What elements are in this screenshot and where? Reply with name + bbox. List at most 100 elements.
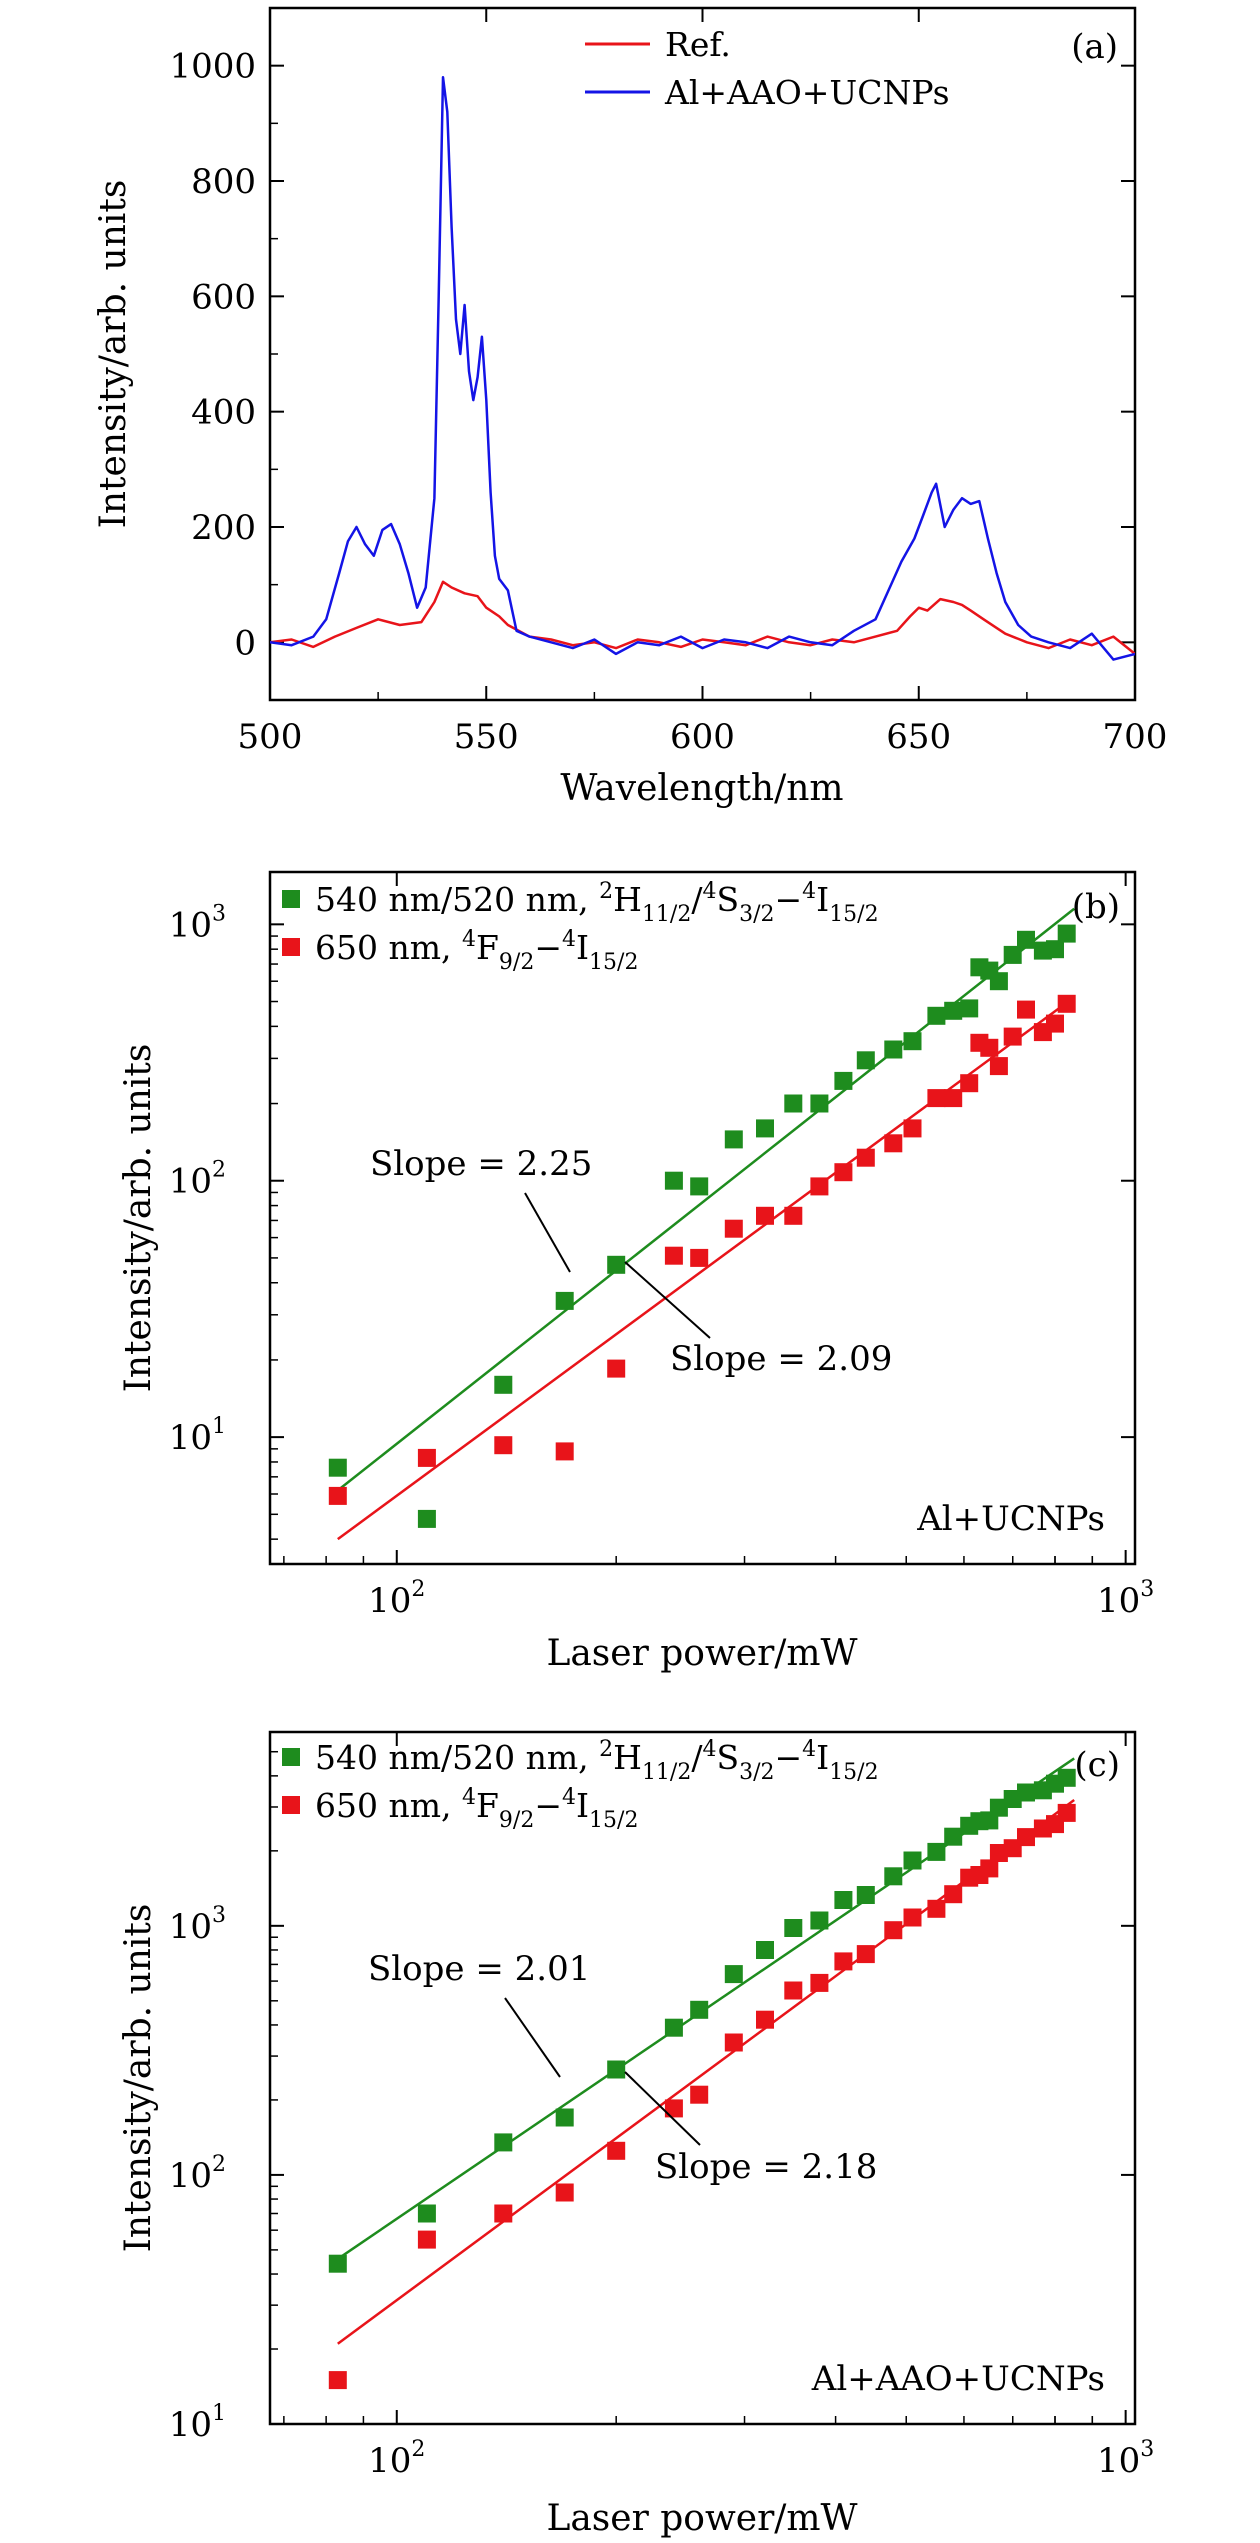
data-point-green — [903, 1851, 922, 1870]
data-point-red — [989, 1844, 1008, 1862]
data-point-green — [724, 1965, 743, 1984]
data-point-red — [1017, 1828, 1035, 1847]
x-tick-label: 103 — [1097, 1577, 1154, 1621]
legend-label-al-aao: Al+AAO+UCNPs — [664, 73, 950, 112]
plot-marks — [328, 1757, 1076, 2390]
x-axis-label: Laser power/mW — [546, 2498, 857, 2539]
data-point-green — [944, 1827, 963, 1846]
data-point-green — [555, 2108, 574, 2127]
x-tick-label: 102 — [368, 2437, 425, 2481]
panel-c: 102 103 101 102 103 Laser power/mW Intensity… — [118, 1730, 1154, 2539]
data-point-green — [856, 1051, 875, 1070]
data-point-green — [1057, 924, 1076, 943]
slope-annotations: Slope = 2.01 Slope = 2.18 — [368, 1949, 877, 2187]
fit-line-green — [337, 907, 1075, 1492]
y-tick-label: 800 — [191, 162, 256, 202]
plot-marks — [328, 907, 1076, 1541]
data-point-red — [664, 2099, 683, 2118]
legend-marker-red — [282, 938, 300, 956]
x-tick-label: 500 — [238, 717, 303, 757]
data-point-green — [607, 1255, 626, 1274]
data-point-red — [903, 1908, 922, 1927]
data-point-green — [810, 1094, 829, 1113]
x-tick-label: 550 — [454, 717, 519, 757]
sample-label: Al+UCNPs — [916, 1499, 1105, 1539]
y-tick-label: 600 — [191, 277, 256, 317]
data-point-red — [927, 1899, 946, 1918]
y-tick-label: 103 — [169, 1903, 226, 1947]
panel-b: 102 103 101 102 103 Laser power/mW Intensity… — [118, 870, 1154, 1674]
data-point-green — [884, 1040, 903, 1059]
data-point-green — [884, 1867, 903, 1886]
data-point-green — [756, 1941, 774, 1959]
slope-label-green: Slope = 2.25 — [370, 1144, 592, 1184]
slope-pointer-red — [624, 1261, 711, 1339]
data-point-red — [784, 1981, 803, 2000]
data-point-red — [607, 2141, 626, 2160]
y-tick-label: 102 — [169, 1158, 226, 1202]
x-tick-label: 600 — [670, 717, 735, 757]
data-point-red — [856, 1148, 875, 1167]
data-point-green — [944, 1001, 963, 1020]
x-axis-label: Laser power/mW — [546, 1633, 857, 1674]
axis-ticks: 500 550 600 650 700 0 200 400 600 800 1000 — [169, 7, 1168, 757]
data-point-green — [664, 1171, 683, 1190]
y-tick-label: 1000 — [169, 47, 256, 87]
x-tick-label: 650 — [886, 717, 951, 757]
data-point-red — [960, 1074, 979, 1093]
data-point-red — [884, 1921, 903, 1940]
data-point-red — [1046, 1014, 1064, 1033]
data-point-green — [494, 1375, 513, 1394]
data-point-red — [417, 2230, 436, 2249]
y-tick-label: 101 — [169, 2401, 226, 2445]
data-point-green — [1017, 930, 1035, 949]
panel-a: 500 550 600 650 700 0 200 400 600 800 1000 Wavelen… — [93, 6, 1168, 809]
legend-marker-green — [282, 890, 300, 908]
legend-label-ref: Ref. — [665, 25, 731, 64]
x-tick-label: 103 — [1097, 2437, 1154, 2481]
slope-label-red: Slope = 2.18 — [655, 2147, 877, 2187]
x-tick-label: 700 — [1103, 717, 1168, 757]
y-tick-label: 400 — [191, 393, 256, 433]
legend: 540 nm/520 nm, 2H11/2/4S3/2−4I15/2 650 n… — [282, 879, 879, 975]
data-point-green — [494, 2133, 513, 2152]
data-point-green — [856, 1886, 875, 1904]
series-line-al-aao-ucnps — [270, 75, 1135, 661]
data-point-red — [810, 1177, 829, 1196]
data-point-green — [664, 2018, 683, 2037]
data-point-red — [856, 1945, 875, 1964]
data-point-green — [927, 1842, 946, 1861]
legend-marker-green — [282, 1748, 300, 1766]
data-point-red — [810, 1973, 829, 1992]
y-axis-label: Intensity/arb. units — [118, 1904, 159, 2253]
y-axis-label: Intensity/arb. units — [93, 180, 134, 529]
y-tick-label: 101 — [169, 1414, 226, 1458]
data-point-green — [756, 1119, 774, 1138]
sample-label: Al+AAO+UCNPs — [811, 2359, 1105, 2399]
data-point-red — [555, 1442, 574, 1461]
data-point-green — [960, 999, 979, 1018]
data-point-green — [328, 2254, 347, 2273]
slope-label-green: Slope = 2.01 — [368, 1949, 590, 1989]
data-point-green — [724, 1130, 743, 1149]
data-point-green — [555, 1291, 574, 1310]
data-point-red — [834, 1952, 853, 1971]
data-point-green — [417, 1509, 436, 1528]
data-point-red — [690, 1248, 709, 1267]
y-tick-label: 102 — [169, 2152, 226, 2196]
x-axis-label: Wavelength/nm — [560, 768, 843, 809]
plot-frame — [268, 1730, 1137, 2426]
legend-label-green: 540 nm/520 nm, 2H11/2/4S3/2−4I15/2 — [315, 879, 879, 927]
y-tick-label: 200 — [191, 508, 256, 548]
data-point-green — [810, 1911, 829, 1930]
legend-marker-red — [282, 1796, 300, 1814]
data-point-red — [724, 1219, 743, 1238]
slope-pointer-red — [624, 2071, 701, 2146]
data-point-red — [884, 1134, 903, 1153]
data-point-red — [903, 1119, 922, 1138]
data-point-green — [989, 972, 1008, 991]
panel-tag: (b) — [1072, 887, 1120, 927]
data-point-red — [724, 2033, 743, 2052]
data-point-red — [690, 2085, 709, 2104]
